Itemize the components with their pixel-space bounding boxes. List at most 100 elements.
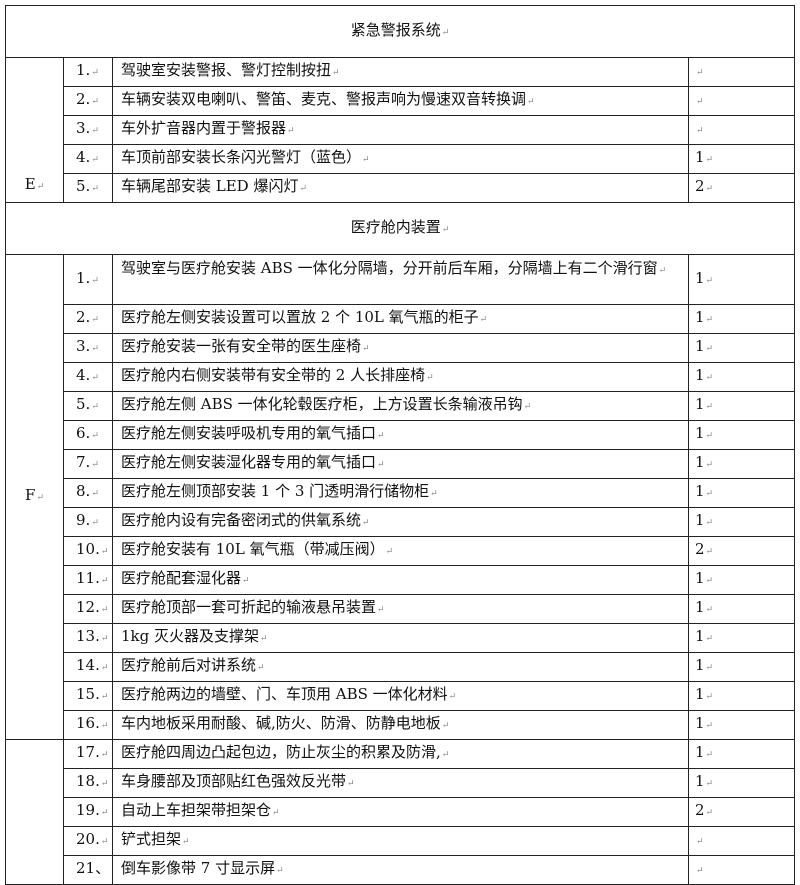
table-row: 9.医疗舱内设有完备密闭式的供氧系统1: [6, 507, 795, 537]
item-description: 医疗舱内右侧安装带有安全带的 2 人长排座椅: [112, 362, 689, 392]
item-description: 车外扩音器内置于警报器: [112, 115, 689, 145]
item-number: 21、: [63, 855, 113, 885]
item-number: 9.: [63, 507, 113, 537]
item-quantity: 2: [688, 797, 795, 827]
item-description: 驾驶室安装警报、警灯控制按扭: [112, 57, 689, 87]
item-number: 2.: [63, 86, 113, 116]
item-number: 16.: [63, 710, 113, 740]
table-row: 13.1kg 灭火器及支撑架1: [6, 623, 795, 653]
item-description: 医疗舱内设有完备密闭式的供氧系统: [112, 507, 689, 537]
item-description: 医疗舱安装有 10L 氧气瓶（带减压阀）: [112, 536, 689, 566]
item-description: 铲式担架: [112, 826, 689, 856]
item-description: 医疗舱前后对讲系统: [112, 652, 689, 682]
item-quantity: [688, 57, 795, 87]
item-description: 车辆尾部安装 LED 爆闪灯: [112, 173, 689, 203]
item-quantity: 1: [688, 652, 795, 682]
item-description: 1kg 灭火器及支撑架: [112, 623, 689, 653]
item-number: 19.: [63, 797, 113, 827]
group-label: [5, 739, 64, 885]
table-row: 18.车身腰部及顶部贴红色强效反光带1: [6, 768, 795, 798]
item-description: 医疗舱左侧安装呼吸机专用的氧气插口: [112, 420, 689, 450]
item-description: 医疗舱安装一张有安全带的医生座椅: [112, 333, 689, 363]
item-quantity: 1: [688, 710, 795, 740]
table-row: 5.车辆尾部安装 LED 爆闪灯2: [6, 173, 795, 203]
section-header-row: 紧急警报系统: [5, 5, 795, 58]
item-quantity: 1: [688, 362, 795, 392]
item-number: 13.: [63, 623, 113, 653]
item-quantity: 1: [688, 594, 795, 624]
item-description: 医疗舱配套湿化器: [112, 565, 689, 595]
table-row: 14.医疗舱前后对讲系统1: [6, 652, 795, 682]
item-description: 医疗舱左侧顶部安装 1 个 3 门透明滑行储物柜: [112, 478, 689, 508]
item-description: 医疗舱四周边凸起包边，防止灰尘的积累及防滑,: [112, 739, 689, 769]
item-number: 17.: [63, 739, 113, 769]
table-row: 17.医疗舱四周边凸起包边，防止灰尘的积累及防滑,1: [5, 739, 795, 885]
item-quantity: 1: [688, 420, 795, 450]
item-description: 医疗舱左侧 ABS 一体化轮毂医疗柜，上方设置长条输液吊钩: [112, 391, 689, 421]
item-quantity: 1: [688, 144, 795, 174]
item-number: 2.: [63, 304, 113, 334]
table-row: 12.医疗舱顶部一套可折起的输液悬吊装置1: [6, 594, 795, 624]
table-row: 4.医疗舱内右侧安装带有安全带的 2 人长排座椅1: [6, 362, 795, 392]
table-row: 7.医疗舱左侧安装湿化器专用的氧气插口1: [6, 449, 795, 479]
item-number: 12.: [63, 594, 113, 624]
item-number: 5.: [63, 173, 113, 203]
section-title: 医疗舱内装置: [5, 202, 795, 255]
item-quantity: 2: [688, 536, 795, 566]
item-description: 医疗舱左侧安装设置可以置放 2 个 10L 氧气瓶的柜子: [112, 304, 689, 334]
item-description: 车内地板采用耐酸、碱,防火、防滑、防静电地板: [112, 710, 689, 740]
item-quantity: 1: [688, 478, 795, 508]
equipment-spec-table: 紧急警报系统E1.驾驶室安装警报、警灯控制按扭2.车辆安装双电喇叭、警笛、麦克、…: [5, 5, 795, 885]
table-row: 3.医疗舱安装一张有安全带的医生座椅1: [6, 333, 795, 363]
item-quantity: [688, 855, 795, 885]
table-row: 20.铲式担架: [6, 826, 795, 856]
table-row: 2.车辆安装双电喇叭、警笛、麦克、警报声响为慢速双音转换调: [6, 86, 795, 116]
item-quantity: 1: [688, 623, 795, 653]
item-number: 11.: [63, 565, 113, 595]
item-quantity: 1: [688, 739, 795, 769]
group-label: E: [5, 57, 64, 203]
item-number: 1.: [63, 57, 113, 87]
table-row: 21、倒车影像带 7 寸显示屏: [6, 855, 795, 885]
item-quantity: [688, 826, 795, 856]
item-quantity: [688, 86, 795, 116]
table-row: 2.医疗舱左侧安装设置可以置放 2 个 10L 氧气瓶的柜子1: [6, 304, 795, 334]
item-description: 车身腰部及顶部贴红色强效反光带: [112, 768, 689, 798]
item-number: 4.: [63, 362, 113, 392]
table-row: 8.医疗舱左侧顶部安装 1 个 3 门透明滑行储物柜1: [6, 478, 795, 508]
table-row: 10.医疗舱安装有 10L 氧气瓶（带减压阀）2: [6, 536, 795, 566]
item-number: 20.: [63, 826, 113, 856]
item-description: 车辆安装双电喇叭、警笛、麦克、警报声响为慢速双音转换调: [112, 86, 689, 116]
item-description: 自动上车担架带担架仓: [112, 797, 689, 827]
item-number: 4.: [63, 144, 113, 174]
item-number: 6.: [63, 420, 113, 450]
item-quantity: 1: [688, 565, 795, 595]
item-number: 3.: [63, 333, 113, 363]
table-row: E1.驾驶室安装警报、警灯控制按扭: [5, 57, 795, 203]
table-row: 4.车顶前部安装长条闪光警灯（蓝色）1: [6, 144, 795, 174]
section-title: 紧急警报系统: [5, 5, 795, 58]
item-quantity: 1: [688, 391, 795, 421]
item-number: 1.: [63, 254, 113, 305]
table-row: 15.医疗舱两边的墙壁、门、车顶用 ABS 一体化材料1: [6, 681, 795, 711]
table-row: 16.车内地板采用耐酸、碱,防火、防滑、防静电地板1: [6, 710, 795, 740]
item-quantity: 1: [688, 449, 795, 479]
item-quantity: 1: [688, 681, 795, 711]
table-row: 11.医疗舱配套湿化器1: [6, 565, 795, 595]
table-row: F1.驾驶室与医疗舱安装 ABS 一体化分隔墙，分开前后车厢，分隔墙上有二个滑行…: [5, 254, 795, 740]
item-number: 15.: [63, 681, 113, 711]
item-description: 倒车影像带 7 寸显示屏: [112, 855, 689, 885]
section-header-row: 医疗舱内装置: [5, 202, 795, 255]
table-row: 3.车外扩音器内置于警报器: [6, 115, 795, 145]
item-number: 7.: [63, 449, 113, 479]
item-quantity: 1: [688, 507, 795, 537]
item-number: 3.: [63, 115, 113, 145]
item-number: 10.: [63, 536, 113, 566]
item-description: 医疗舱左侧安装湿化器专用的氧气插口: [112, 449, 689, 479]
item-description: 车顶前部安装长条闪光警灯（蓝色）: [112, 144, 689, 174]
item-quantity: 1: [688, 768, 795, 798]
table-row: 5.医疗舱左侧 ABS 一体化轮毂医疗柜，上方设置长条输液吊钩1: [6, 391, 795, 421]
item-quantity: 1: [688, 254, 795, 305]
table-row: 6.医疗舱左侧安装呼吸机专用的氧气插口1: [6, 420, 795, 450]
item-description: 医疗舱两边的墙壁、门、车顶用 ABS 一体化材料: [112, 681, 689, 711]
